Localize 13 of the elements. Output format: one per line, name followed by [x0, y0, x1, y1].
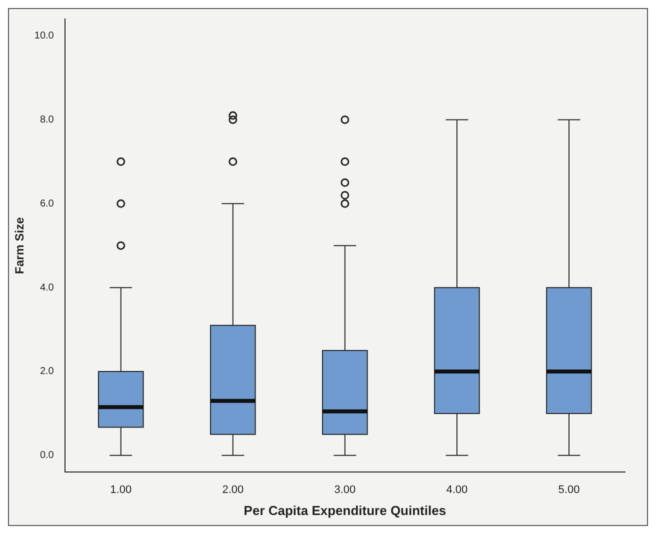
y-tick-label: 6.0: [40, 198, 54, 210]
y-tick-label: 2.0: [40, 366, 54, 378]
y-tick-label: 10.0: [34, 30, 54, 42]
x-tick-label: 3.00: [334, 484, 356, 496]
x-tick-label: 5.00: [558, 484, 580, 496]
x-tick-label: 4.00: [446, 484, 468, 496]
y-tick-label: 8.0: [40, 114, 54, 126]
x-tick-label: 1.00: [110, 484, 132, 496]
y-tick-label: 4.0: [40, 282, 54, 294]
x-tick-label: 2.00: [222, 484, 244, 496]
y-axis-title: Farm Size: [12, 216, 27, 274]
y-tick-label: 0.0: [40, 450, 54, 462]
x-axis-title: Per Capita Expenditure Quintiles: [244, 502, 446, 518]
